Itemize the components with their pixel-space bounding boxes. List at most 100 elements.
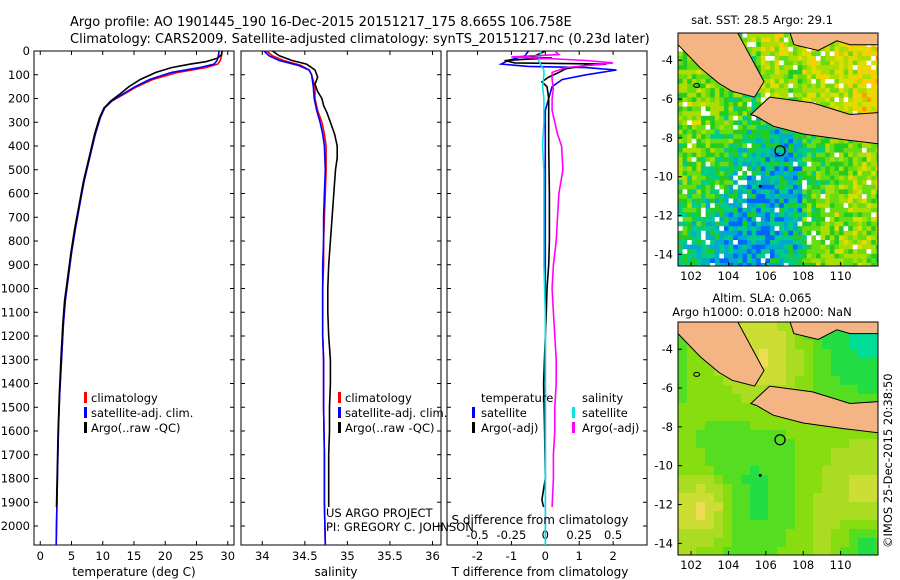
sst-cell (696, 102, 702, 107)
sst-cell (719, 253, 725, 259)
sst-cell (774, 51, 780, 57)
sst-cell (705, 244, 711, 250)
sst-cell (733, 138, 739, 144)
sst-cell (691, 115, 697, 121)
sla-cell (696, 466, 706, 476)
sst-cell (852, 46, 858, 52)
sla-cell (777, 367, 787, 377)
sst-cell (760, 235, 766, 241)
sst-cell (852, 161, 858, 167)
sst-cell (866, 194, 872, 199)
sla-cell (840, 520, 850, 530)
sst-cell (866, 203, 872, 209)
sst-cell (834, 106, 840, 112)
sst-cell (710, 161, 716, 167)
sst-cell (747, 106, 752, 112)
sla-cell (777, 475, 787, 485)
sst-cell (788, 134, 794, 140)
sst-cell (742, 37, 748, 43)
sst-cell (797, 230, 803, 236)
sst-cell (843, 171, 849, 176)
sst-cell (696, 240, 702, 245)
sst-cell (802, 134, 808, 140)
sla-cell (867, 502, 877, 512)
sst-cell (802, 60, 808, 66)
sst-cell (848, 148, 854, 153)
sla-cell (858, 385, 868, 395)
sst-cell (866, 240, 872, 245)
sst-cell (756, 161, 762, 167)
sst-cell (770, 253, 775, 259)
sst-cell (843, 92, 849, 98)
sst-cell (733, 115, 739, 121)
sst-cell (816, 230, 821, 236)
sst-cell (862, 207, 867, 213)
sst-cell (682, 161, 688, 167)
sst-cell (751, 143, 757, 149)
sla-cell (759, 448, 769, 458)
sst-cell (848, 157, 854, 163)
sst-cell (802, 226, 808, 232)
sst-cell (710, 125, 716, 130)
sst-cell (797, 212, 803, 218)
sst-cell (816, 221, 821, 227)
sla-cell (804, 385, 814, 395)
sst-cell (765, 189, 771, 195)
sst-cell (742, 148, 748, 153)
sst-cell (811, 226, 817, 232)
sst-cell (678, 189, 683, 195)
sst-cell (839, 171, 844, 176)
sst-cell (857, 184, 863, 190)
sla-cell (849, 349, 859, 359)
sst-cell (696, 166, 702, 172)
sst-cell (751, 102, 757, 107)
sla-cell (849, 457, 859, 467)
sst-cell (866, 92, 872, 98)
sst-cell (875, 253, 878, 259)
sst-cell (701, 235, 706, 241)
sst-cell (682, 138, 688, 144)
sst-cell (737, 258, 743, 264)
sla-cell (696, 484, 706, 494)
sst-cell (728, 249, 734, 255)
sst-cell (701, 83, 706, 89)
sst-cell (747, 263, 752, 266)
sst-cell (687, 244, 693, 250)
sst-cell (871, 217, 877, 222)
sst-cell (774, 249, 780, 255)
sla-cell (822, 439, 832, 449)
sst-cell (811, 217, 817, 222)
sst-cell (783, 189, 789, 195)
sla-cell (795, 538, 805, 548)
sst-cell (862, 106, 867, 112)
sst-cell (747, 148, 752, 153)
sst-cell (710, 207, 716, 213)
sst-cell (848, 51, 854, 57)
sst-cell (696, 83, 702, 89)
sst-cell (829, 88, 835, 94)
sla-cell (849, 475, 859, 485)
sst-cell (710, 189, 716, 195)
sst-cell (852, 92, 858, 98)
sst-cell (797, 253, 803, 259)
sst-cell (802, 92, 808, 98)
sst-cell (839, 166, 844, 172)
sst-cell (760, 171, 766, 176)
sla-cell (813, 376, 823, 386)
y-tick-label: 2000 (1, 519, 30, 533)
sst-cell (875, 189, 878, 195)
x-tick-label: 0 (37, 549, 44, 563)
sst-cell (701, 253, 706, 259)
sst-cell (848, 138, 854, 144)
sla-cell (786, 376, 796, 386)
sst-cell (733, 106, 739, 112)
sla-cell (840, 439, 850, 449)
sst-cell (783, 42, 789, 48)
sst-cell (875, 207, 878, 213)
sst-cell (696, 74, 702, 80)
sst-cell (788, 198, 794, 204)
sst-cell (719, 235, 725, 241)
sst-cell (733, 175, 739, 181)
sst-cell (857, 198, 863, 204)
sst-cell (843, 184, 849, 190)
